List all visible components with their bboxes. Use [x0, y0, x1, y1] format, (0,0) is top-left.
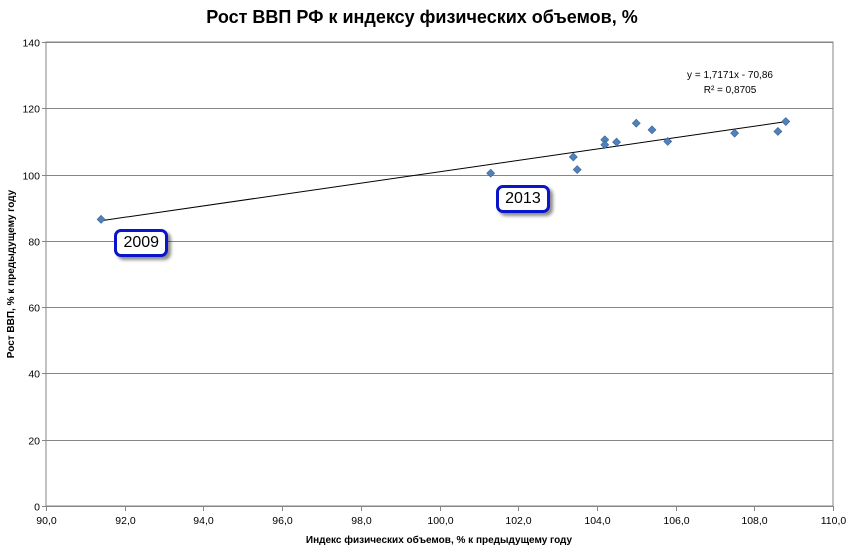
x-tick-label: 98,0 — [351, 515, 372, 527]
chart-title: Рост ВВП РФ к индексу физических объемов… — [206, 7, 637, 27]
y-tick-label: 140 — [22, 38, 40, 50]
x-tick-label: 104,0 — [584, 515, 610, 527]
x-tick-label: 108,0 — [741, 515, 767, 527]
x-tick-label: 110,0 — [821, 515, 847, 527]
annotation-label: 2013 — [496, 185, 550, 214]
y-axis-title: Рост ВВП, % к предыдущему году — [6, 189, 17, 358]
data-point — [486, 168, 496, 178]
data-point — [631, 118, 641, 128]
y-tick-label: 100 — [22, 171, 40, 183]
y-tick-label: 120 — [22, 104, 40, 116]
y-tick-label: 0 — [34, 502, 40, 514]
trendline-r-squared: R² = 0,8705 — [704, 85, 757, 96]
x-axis-title: Индекс физических объемов, % к предыдуще… — [306, 534, 573, 546]
annotation-label: 2009 — [114, 228, 169, 257]
x-tick-label: 106,0 — [663, 515, 689, 527]
data-point — [730, 128, 740, 138]
axes: 0 20 40 60 80 100 120 140 90,0 92,0 94,0 96,0 98,0 10… — [22, 38, 846, 528]
data-point — [96, 214, 106, 224]
data-point — [773, 127, 783, 136]
trendline-group — [101, 121, 786, 222]
data-point — [647, 125, 657, 135]
data-points — [96, 117, 791, 224]
x-tick-label: 100,0 — [427, 515, 453, 527]
gridlines — [45, 41, 834, 507]
data-point — [572, 165, 582, 175]
y-tick-label: 80 — [28, 237, 40, 249]
plot-area — [45, 41, 834, 507]
x-tick-label: 96,0 — [272, 515, 293, 527]
x-tick-label: 90,0 — [36, 515, 57, 527]
x-tick-label: 92,0 — [115, 515, 136, 527]
trendline — [101, 121, 786, 222]
data-point — [663, 137, 673, 146]
y-tick-label: 60 — [28, 303, 40, 315]
x-tick-label: 94,0 — [193, 515, 214, 527]
data-point — [600, 140, 610, 150]
y-tick-label: 20 — [28, 436, 40, 448]
y-tick-label: 40 — [28, 369, 40, 381]
trendline-equation: y = 1,7171x - 70,86 — [687, 70, 773, 81]
data-point — [781, 117, 791, 126]
data-point — [568, 152, 578, 162]
data-point — [612, 137, 621, 147]
x-tick-label: 102,0 — [505, 515, 531, 527]
